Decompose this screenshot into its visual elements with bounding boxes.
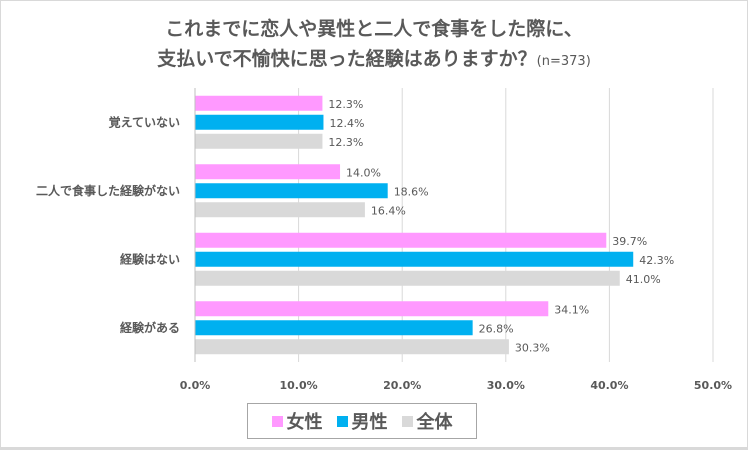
bar-0 [195,95,323,111]
bar-0 [195,164,341,180]
sample-size: (n=373) [536,54,591,69]
data-label: 12.3% [328,136,363,149]
bar-2 [195,202,365,218]
legend-swatch [401,415,413,427]
x-tick-label: 40.0% [590,379,628,392]
data-label: 30.3% [515,341,550,354]
bar-0 [195,232,607,248]
data-label: 18.6% [394,185,429,198]
bar-2 [195,270,620,286]
bar-0 [195,301,549,317]
bar-1 [195,114,324,130]
data-label: 26.8% [479,322,514,335]
data-label: 39.7% [612,235,647,248]
legend-swatch [336,415,348,427]
chart-title-line2: 支払いで不愉快に思った経験はありますか？(n=373) [0,44,748,71]
bar-1 [195,183,388,199]
category-label: 経験はない [120,251,180,266]
chart-title-line1: これまでに恋人や異性と二人で食事をした際に、 [165,18,583,40]
legend-swatch [271,415,283,427]
title-text: 支払いで不愉快に思った経験はありますか？ [157,48,537,70]
x-tick-label: 30.0% [487,379,525,392]
data-label: 34.1% [554,303,589,316]
data-label: 42.3% [639,254,674,267]
x-tick-label: 20.0% [383,379,421,392]
category-label: 経験がある [120,320,180,335]
legend-item: 女性 [271,408,323,434]
category-label: 二人で食事した経験がない [36,183,180,198]
legend-label: 全体 [416,412,453,433]
x-tick-label: 0.0% [180,379,211,392]
bar-2 [195,133,323,149]
legend-item: 全体 [401,408,453,434]
bar-2 [195,339,509,355]
legend-item: 男性 [336,408,388,434]
data-label: 16.4% [371,204,406,217]
data-label: 12.4% [329,117,364,130]
legend-label: 男性 [351,412,388,433]
category-label: 覚えていない [109,114,180,129]
data-label: 41.0% [626,273,661,286]
bar-1 [195,320,473,336]
data-label: 12.3% [328,98,363,111]
bar-1 [195,251,634,267]
data-label: 14.0% [346,166,381,179]
legend: 女性 男性 全体 [247,403,477,439]
x-tick-label: 10.0% [280,379,318,392]
legend-label: 女性 [286,412,323,433]
x-tick-label: 50.0% [694,379,732,392]
